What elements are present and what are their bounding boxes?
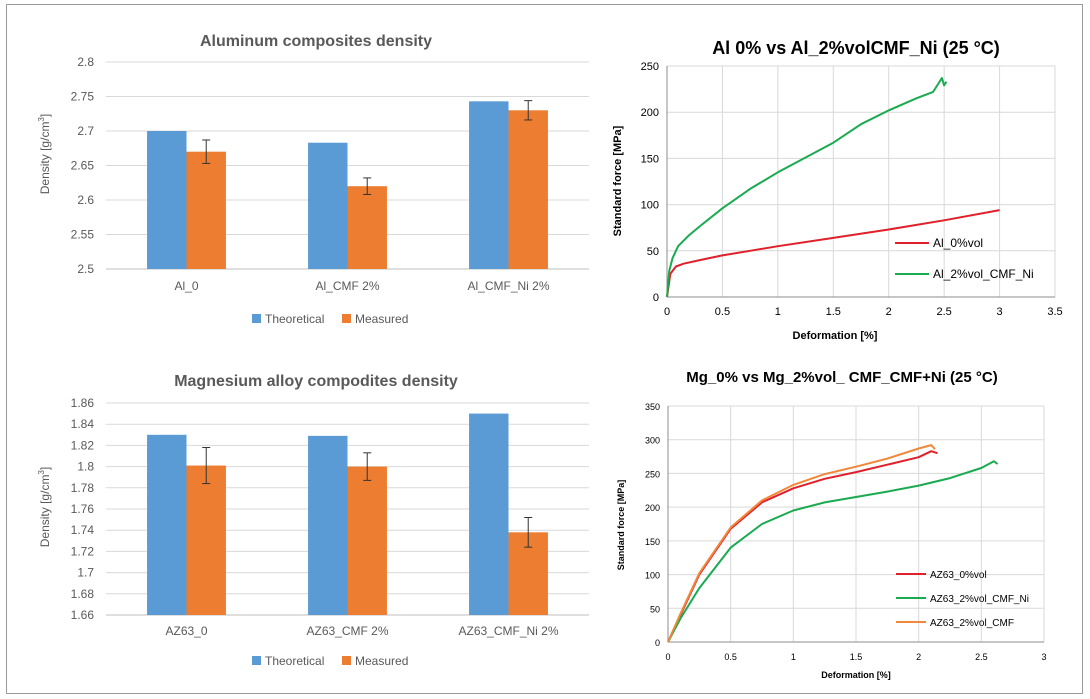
category-label: Al_0 bbox=[174, 279, 198, 293]
y-axis-label: Density [g/cm3] bbox=[37, 114, 52, 194]
category-label: AZ63_CMF_Ni 2% bbox=[458, 624, 558, 638]
y-tick-label: 50 bbox=[650, 604, 660, 614]
bar-theoretical bbox=[308, 435, 348, 615]
x-tick-label: 1 bbox=[791, 652, 796, 662]
x-axis-label: Deformation [%] bbox=[821, 670, 891, 680]
bar-theoretical bbox=[469, 101, 509, 269]
x-tick-label: 0.5 bbox=[715, 306, 730, 318]
series-line bbox=[667, 460, 999, 643]
series-line bbox=[667, 444, 936, 643]
y-tick-label: 1.82 bbox=[71, 438, 95, 452]
legend-swatch bbox=[252, 656, 261, 665]
bar-measured bbox=[347, 466, 387, 615]
legend-label: AZ63_2%vol_CMF bbox=[930, 618, 1014, 629]
category-label: AZ63_CMF 2% bbox=[306, 624, 388, 638]
magnesium-stress-strain-chart: Mg_0% vs Mg_2%vol_ CMF_CMF+Ni (25 °C) St… bbox=[616, 369, 1047, 680]
y-tick-label: 1.78 bbox=[71, 481, 95, 495]
x-tick-label: 3 bbox=[997, 306, 1003, 318]
y-tick-label: 1.68 bbox=[71, 587, 95, 601]
y-tick-label: 200 bbox=[645, 503, 660, 513]
bar-measured bbox=[347, 186, 387, 269]
y-tick-label: 0 bbox=[655, 638, 660, 648]
bar-theoretical bbox=[469, 413, 509, 615]
bar-measured bbox=[186, 465, 226, 615]
bar-theoretical bbox=[147, 434, 187, 615]
legend-label: Measured bbox=[355, 312, 408, 326]
y-tick-label: 50 bbox=[647, 246, 659, 258]
magnesium-density-chart: Magnesium alloy compodites density Densi… bbox=[37, 373, 589, 668]
x-tick-label: 2 bbox=[886, 306, 892, 318]
legend-label: Theoretical bbox=[265, 654, 324, 668]
x-tick-label: 3 bbox=[1041, 652, 1046, 662]
chart-title: Magnesium alloy compodites density bbox=[174, 373, 458, 390]
x-tick-label: 3.5 bbox=[1047, 306, 1062, 318]
y-tick-label: 1.86 bbox=[71, 396, 95, 410]
y-tick-label: 1.66 bbox=[71, 608, 95, 622]
y-tick-label: 100 bbox=[641, 200, 659, 212]
legend-label: AZ63_0%vol bbox=[930, 570, 987, 581]
y-tick-label: 2.5 bbox=[77, 262, 94, 276]
series-line bbox=[666, 77, 948, 298]
y-tick-label: 200 bbox=[641, 107, 659, 119]
y-tick-label: 2.65 bbox=[71, 159, 95, 173]
bar-theoretical bbox=[147, 131, 187, 269]
chart-title: Mg_0% vs Mg_2%vol_ CMF_CMF+Ni (25 °C) bbox=[686, 369, 997, 386]
y-tick-label: 1.8 bbox=[77, 460, 94, 474]
legend-label: Theoretical bbox=[265, 312, 324, 326]
chart-title: Al 0% vs Al_2%volCMF_Ni (25 °C) bbox=[712, 38, 1000, 58]
x-tick-label: 1 bbox=[775, 306, 781, 318]
y-tick-label: 250 bbox=[641, 61, 659, 73]
chart-title: Aluminum composites density bbox=[200, 33, 432, 50]
y-tick-label: 1.76 bbox=[71, 502, 95, 516]
y-tick-label: 2.6 bbox=[77, 193, 94, 207]
y-axis-label: Standard force [MPa] bbox=[616, 480, 626, 571]
y-tick-label: 150 bbox=[641, 153, 659, 165]
y-tick-label: 1.84 bbox=[71, 417, 95, 431]
x-tick-label: 0 bbox=[664, 306, 670, 318]
legend-label: AZ63_2%vol_CMF_Ni bbox=[930, 594, 1029, 605]
x-tick-label: 0 bbox=[665, 652, 670, 662]
legend-label: Measured bbox=[355, 654, 408, 668]
y-tick-label: 2.75 bbox=[71, 90, 95, 104]
category-label: AZ63_0 bbox=[165, 624, 207, 638]
y-tick-label: 1.72 bbox=[71, 544, 95, 558]
x-tick-label: 1.5 bbox=[850, 652, 863, 662]
x-axis-label: Deformation [%] bbox=[793, 330, 878, 342]
x-tick-label: 0.5 bbox=[724, 652, 737, 662]
x-tick-label: 2 bbox=[916, 652, 921, 662]
legend-label: Al_0%vol bbox=[933, 236, 983, 250]
y-tick-label: 2.8 bbox=[77, 55, 94, 69]
y-tick-label: 1.74 bbox=[71, 523, 95, 537]
bar-measured bbox=[186, 151, 226, 269]
y-tick-label: 1.7 bbox=[77, 566, 94, 580]
category-label: Al_CMF 2% bbox=[315, 279, 379, 293]
aluminum-stress-strain-chart: Al 0% vs Al_2%volCMF_Ni (25 °C) Standard… bbox=[612, 38, 1063, 342]
series-line bbox=[666, 209, 1000, 298]
y-tick-label: 300 bbox=[645, 436, 660, 446]
legend-label: Al_2%vol_CMF_Ni bbox=[933, 267, 1034, 281]
y-axis-label: Standard force [MPa] bbox=[612, 125, 624, 236]
figure-canvas: Aluminum composites density Density [g/c… bbox=[37, 33, 1063, 680]
bar-theoretical bbox=[308, 142, 348, 269]
y-tick-label: 250 bbox=[645, 469, 660, 479]
category-label: Al_CMF_Ni 2% bbox=[467, 279, 549, 293]
y-tick-label: 350 bbox=[645, 402, 660, 412]
aluminum-density-chart: Aluminum composites density Density [g/c… bbox=[37, 33, 589, 326]
legend-swatch bbox=[252, 314, 261, 323]
y-tick-label: 2.55 bbox=[71, 228, 95, 242]
legend-swatch bbox=[342, 314, 351, 323]
y-tick-label: 2.7 bbox=[77, 124, 94, 138]
series-line bbox=[667, 450, 938, 643]
y-tick-label: 150 bbox=[645, 537, 660, 547]
legend-swatch bbox=[342, 656, 351, 665]
x-tick-label: 1.5 bbox=[826, 306, 841, 318]
figure-frame: Aluminum composites density Density [g/c… bbox=[6, 4, 1083, 694]
y-tick-label: 100 bbox=[645, 571, 660, 581]
bar-measured bbox=[508, 110, 548, 269]
x-tick-label: 2.5 bbox=[936, 306, 951, 318]
y-tick-label: 0 bbox=[653, 292, 659, 304]
x-tick-label: 2.5 bbox=[975, 652, 988, 662]
y-axis-label: Density [g/cm3] bbox=[37, 467, 52, 547]
